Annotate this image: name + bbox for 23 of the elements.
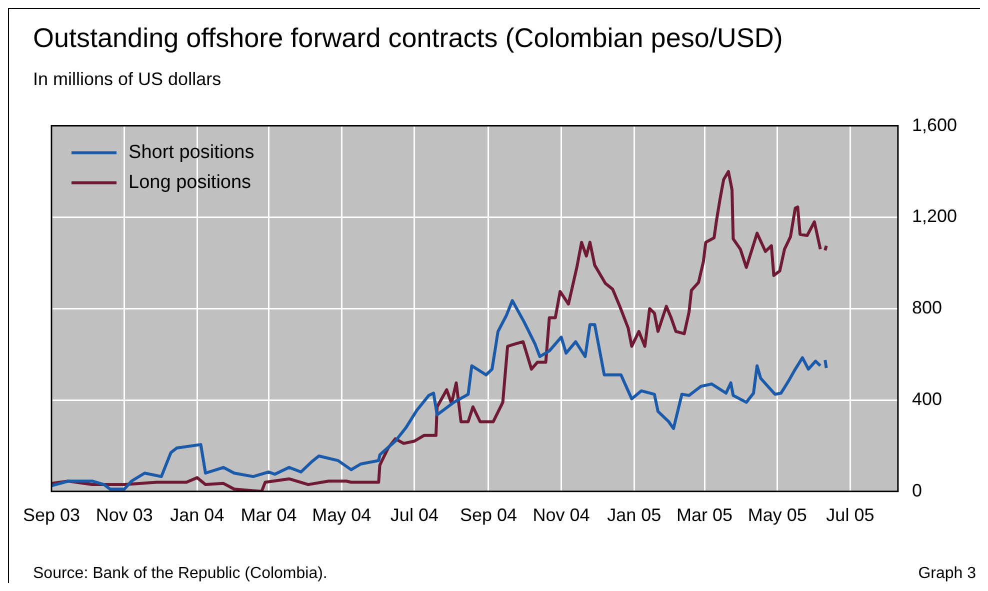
legend-label: Short positions [128, 142, 254, 164]
x-tick-label: May 05 [748, 505, 807, 526]
y-tick-label: 1,200 [912, 206, 958, 226]
y-tick-label: 1,600 [912, 114, 958, 135]
caption: Graph 3 [918, 565, 976, 583]
x-tick-label: Jan 05 [607, 505, 662, 526]
source-note: Source: Bank of the Republic (Colombia). [33, 565, 328, 583]
x-tick-label: May 04 [312, 505, 372, 526]
y-tick-label: 0 [912, 480, 922, 500]
y-tick-label: 800 [912, 298, 942, 318]
x-tick-label: Mar 05 [676, 505, 733, 526]
x-tick-label: Mar 04 [240, 505, 297, 526]
y-tick-label: 400 [912, 388, 942, 409]
x-tick-label: Sep 03 [22, 505, 80, 526]
legend-label: Long positions [128, 172, 252, 194]
x-tick-label: Jul 04 [390, 505, 438, 526]
x-tick-label: Nov 04 [532, 505, 590, 526]
x-tick-label: Sep 04 [460, 505, 517, 526]
chart-title: Outstanding offshore forward contracts (Colombian peso/USD) [33, 23, 783, 54]
x-tick-label: Nov 03 [96, 505, 153, 526]
x-tick-label: Jul 05 [826, 505, 874, 526]
chart-subtitle: In millions of US dollars [33, 69, 222, 90]
x-tick-label: Jan 04 [170, 505, 224, 526]
